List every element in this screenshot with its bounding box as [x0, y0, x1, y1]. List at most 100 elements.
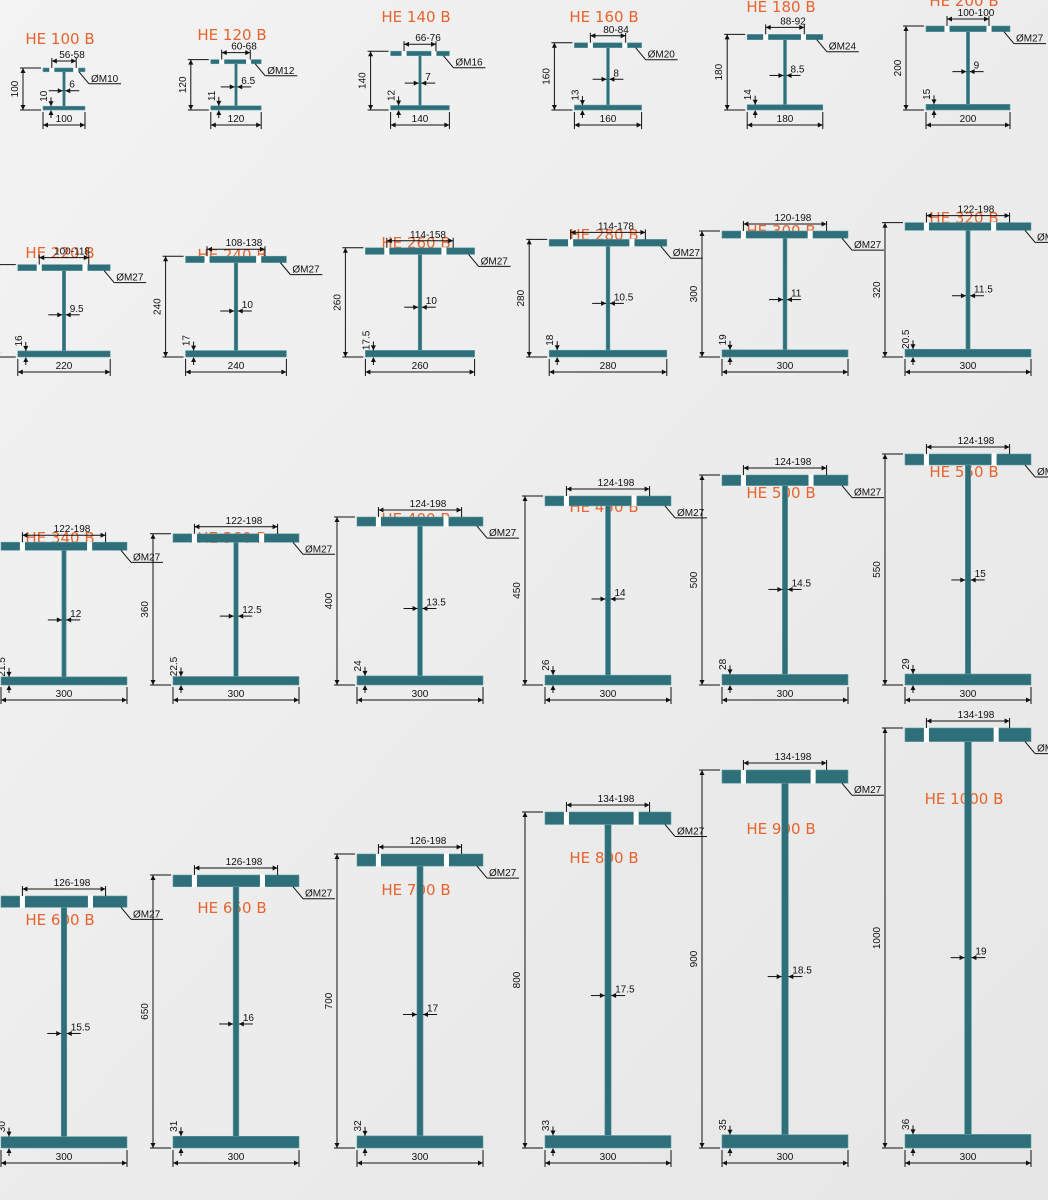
web-thickness-label: 19 [975, 947, 987, 958]
bolt-size-label: ØM27 [489, 528, 517, 539]
gauge-label: 108-138 [226, 238, 263, 249]
gauge-arrow-left [22, 886, 28, 892]
bottom-flange [904, 348, 1032, 358]
web-thickness-arrow-left [961, 69, 967, 75]
bolt-hole-right [993, 727, 999, 743]
bolt-hole-right [807, 230, 813, 239]
web [966, 31, 970, 105]
web [61, 550, 67, 678]
beam-profile: HE 650 B 650 300 31 16 126-198 ØM27 [140, 857, 335, 1167]
gauge-label: 126-198 [410, 836, 447, 847]
flange-thickness-arrow-lower [370, 357, 376, 362]
width-arrow-left [545, 1160, 550, 1166]
bottom-flange [172, 1135, 300, 1149]
height-arrow-bottom [551, 105, 557, 110]
height-arrow-bottom [334, 680, 340, 685]
width-arrow-right [1026, 369, 1031, 375]
bolt-hole-right [622, 42, 628, 49]
width-arrow-left [365, 369, 371, 375]
bolt-size-label: ØM20 [648, 50, 676, 61]
web-thickness-arrow-right [788, 974, 794, 980]
web-thickness-arrow-left [778, 297, 784, 303]
bottom-flange [17, 350, 111, 358]
gauge-arrow-left [386, 238, 392, 244]
width-label: 300 [777, 1152, 794, 1163]
bolt-size-label: ØM27 [305, 889, 333, 900]
flange-thickness-label: 17 [182, 335, 193, 347]
width-label: 200 [960, 114, 977, 125]
bolt-leader [816, 39, 828, 53]
bolt-hole-right [73, 67, 79, 73]
gauge-arrow-left [378, 507, 384, 513]
gauge-label: 124-198 [958, 436, 995, 447]
bottom-flange [904, 1134, 1032, 1149]
height-arrow-top [20, 68, 26, 73]
flange-thickness-label: 14 [743, 89, 754, 101]
profile-title: HE 700 B [381, 881, 450, 899]
flange-thickness-arrow [910, 1129, 916, 1135]
height-arrow-top [342, 247, 348, 253]
flange-thickness-arrow-lower [550, 685, 556, 690]
flange-thickness-label: 12 [387, 89, 398, 101]
bolt-size-label: ØM10 [91, 74, 119, 85]
bolt-hole-left [19, 895, 25, 908]
gauge-label: 122-198 [958, 205, 995, 216]
bottom-flange [0, 1136, 128, 1149]
bottom-flange [544, 1135, 672, 1149]
beam-profile: HE 140 B 140 140 12 7 66-76 ØM16 [358, 8, 486, 129]
height-arrow-bottom [368, 105, 374, 110]
web [417, 525, 423, 677]
bolt-hole-left [375, 516, 381, 527]
bolt-hole-left [36, 264, 42, 272]
height-label: 160 [541, 68, 552, 85]
height-label: 200 [893, 59, 904, 76]
web-thickness-arrow-right [237, 308, 243, 314]
gauge-arrow-right [620, 33, 626, 39]
web-thickness-label: 12 [70, 609, 82, 620]
height-arrow-bottom [150, 680, 156, 685]
width-arrow-left [574, 122, 580, 128]
width-label: 180 [777, 114, 794, 125]
flange-thickness-arrow [727, 344, 733, 350]
web [781, 782, 789, 1136]
width-label: 100 [56, 114, 73, 125]
gauge-arrow-right [456, 844, 462, 850]
bolt-size-label: ØM12 [267, 66, 295, 77]
flange-thickness-label: 19 [718, 334, 729, 346]
gauge-arrow-right [100, 886, 106, 892]
gauge-arrow-left [378, 844, 384, 850]
gauge-label: 122-198 [54, 524, 91, 535]
flange-thickness-arrow [727, 669, 733, 675]
flange-thickness-arrow [370, 345, 376, 351]
bolt-leader [120, 907, 132, 920]
height-label: 800 [512, 971, 523, 988]
flange-thickness-arrow-lower [6, 685, 12, 690]
width-arrow-left [43, 122, 48, 128]
flange-thickness-arrow [362, 1130, 368, 1136]
bolt-hole-left [401, 50, 407, 57]
web [604, 824, 612, 1136]
web-thickness-arrow-left [228, 613, 234, 619]
web-thickness-label: 9 [974, 61, 980, 72]
bolt-leader [292, 886, 304, 900]
web-thickness-arrow-left [601, 300, 607, 306]
gauge-arrow-left [743, 760, 749, 766]
web-thickness-label: 15.5 [71, 1022, 91, 1033]
gauge-arrow-right [272, 865, 278, 871]
flange-thickness-arrow-lower [191, 357, 197, 362]
bolt-hole-right [986, 25, 992, 33]
bolt-hole-right [259, 533, 265, 543]
beam-profile: HE 180 B 180 180 14 8.5 88-92 ØM24 [714, 0, 859, 129]
flange-thickness-arrow [931, 99, 937, 105]
bolt-hole-right [991, 453, 997, 466]
bottom-flange [544, 674, 672, 686]
bolt-size-label: ØM27 [673, 248, 701, 259]
flange-thickness-arrow-lower [752, 110, 758, 115]
bolt-size-label: ØM27 [292, 265, 320, 276]
flange-thickness-arrow-lower [48, 110, 54, 115]
beam-profile: HE 550 B 550 300 29 15 124-198 ØM27 [872, 436, 1048, 704]
web-thickness-arrow-right [238, 613, 244, 619]
gauge-arrow-left [743, 465, 749, 471]
